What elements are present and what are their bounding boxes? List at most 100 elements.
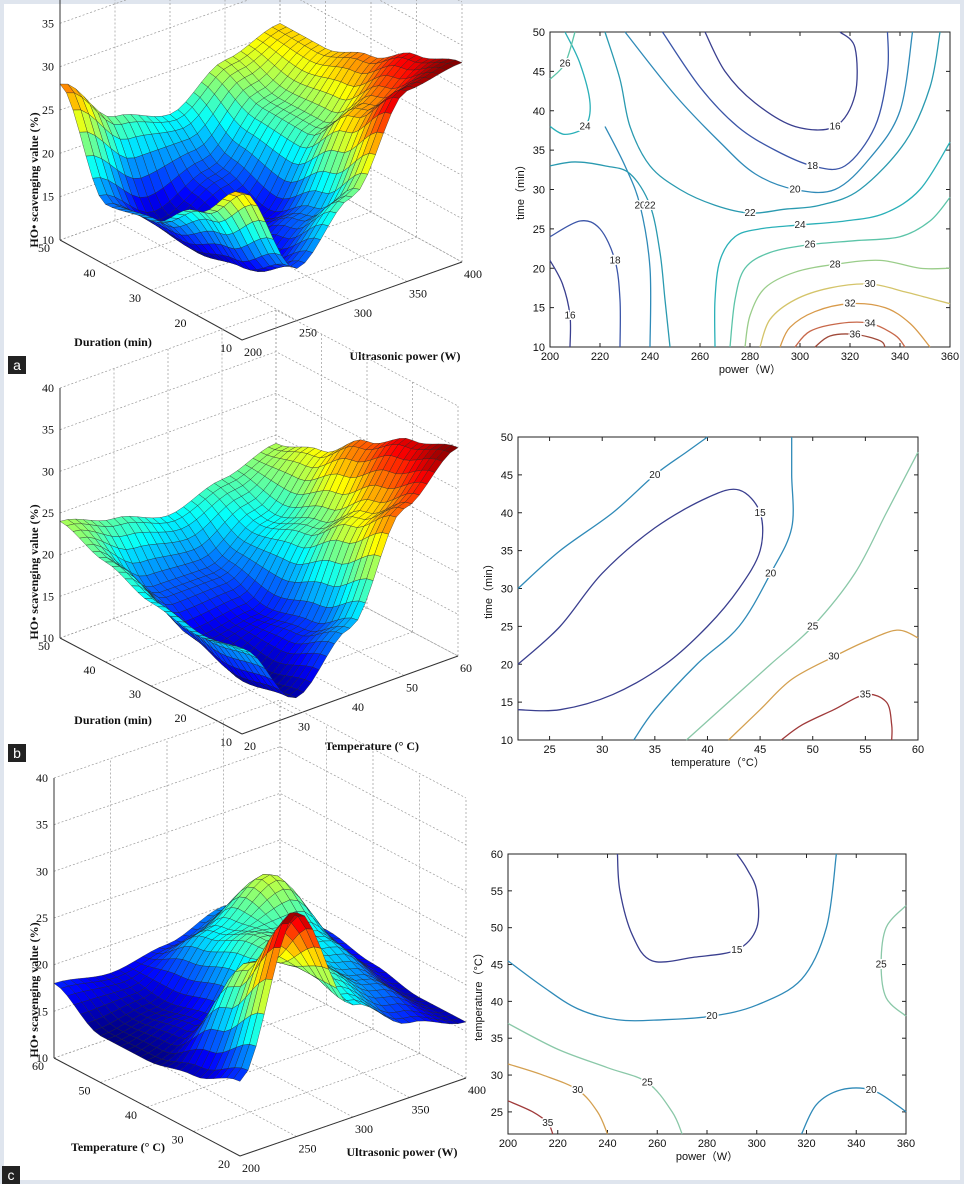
contour-level-label: 16 [829, 122, 841, 133]
contour-line [517, 436, 708, 589]
y-axis-line [53, 1057, 241, 1157]
x-tick-label: 200 [499, 1138, 517, 1150]
y-tick-label: 20 [175, 711, 187, 725]
x-tick-label: 400 [468, 1083, 486, 1097]
x-tick-label: 320 [841, 351, 859, 363]
panel-letter-c: c [2, 1166, 20, 1184]
contour-line [704, 31, 858, 131]
surface-c-mesh [53, 874, 467, 1082]
y-axis-line [59, 239, 243, 341]
y-axis-title: time（min） [482, 558, 495, 619]
y-tick-label: 20 [175, 316, 187, 330]
x-tick-label: 260 [691, 351, 709, 363]
y-tick-label: 45 [491, 960, 503, 972]
x-tick-label: 60 [912, 744, 924, 756]
y-tick-label: 55 [491, 886, 503, 898]
contour-line [814, 333, 886, 348]
contour-line [507, 853, 837, 1022]
contour-level-label: 32 [844, 299, 856, 310]
contour-level-label: 16 [564, 311, 576, 322]
contour-line [549, 31, 591, 136]
contour-line [549, 161, 671, 348]
x-tick-label: 35 [649, 744, 661, 756]
surface-b-ylabel: Duration (min) [74, 713, 152, 727]
contour-plot-a: 200 220 240 260 280 300 320 340 360 10 15 20 25 30 35 4… [514, 27, 959, 376]
contour-level-label: 35 [542, 1118, 554, 1129]
z-tick-label: 15 [36, 1004, 48, 1018]
contour-level-label: 18 [807, 161, 819, 172]
gridline [223, 999, 410, 1098]
surface-plot-c: HO• scavenging value (%) Ultrasonic powe… [27, 699, 486, 1175]
contour-level-label: 20 [706, 1011, 718, 1022]
z-tick-label: 15 [42, 589, 54, 603]
contour-line [517, 488, 764, 712]
y-tick-label: 30 [501, 584, 513, 596]
gridline [114, 220, 298, 321]
surface-c-grid [53, 699, 467, 1157]
z-tick-label: 20 [36, 958, 48, 972]
x-tick-label: 30 [298, 720, 310, 734]
x-tick-label: 260 [648, 1138, 666, 1150]
z-tick-label: 25 [42, 103, 54, 117]
contour-level-label: 34 [864, 318, 876, 329]
x-tick-label: 350 [412, 1103, 430, 1117]
surface-cell [235, 191, 250, 196]
contour-line [549, 260, 572, 348]
x-tick-label: 300 [355, 1122, 373, 1136]
x-tick-label: 50 [406, 681, 418, 695]
y-tick-label: 50 [38, 241, 50, 255]
contour-c-plot: 200 220 240 260 280 300 320 340 360 25 30 35 40 45 50 5… [472, 849, 915, 1163]
y-tick-label: 25 [501, 621, 513, 633]
y-axis-title: temperature（°C） [472, 947, 485, 1041]
x-axis-title: power（W） [719, 363, 781, 376]
x-tick-label: 340 [847, 1138, 865, 1150]
contour-level-label: 30 [864, 279, 876, 290]
y-tick-label: 45 [501, 470, 513, 482]
contour-level-label: 20 [649, 470, 661, 481]
contour-line [549, 31, 576, 80]
z-tick-label: 20 [42, 548, 54, 562]
z-tick-label: 35 [42, 423, 54, 437]
z-tick-label: 40 [42, 381, 54, 395]
contour-line [713, 141, 951, 348]
contour-level-label: 25 [642, 1077, 654, 1088]
contour-level-label: 20 [789, 185, 801, 196]
y-tick-label: 50 [491, 923, 503, 935]
plot-area [507, 853, 907, 1135]
contour-line [633, 437, 794, 741]
contour-plot-b: 25 30 35 40 45 50 55 60 10 15 20 25 30 35 40 45 50 temper… [482, 432, 924, 769]
y-tick-label: 35 [501, 546, 513, 558]
contour-line [759, 283, 951, 348]
x-tick-label: 280 [698, 1138, 716, 1150]
y-tick-label: 25 [533, 224, 545, 236]
surface-b-xlabel: Temperature (° C) [325, 739, 419, 753]
surface-b-mesh [59, 438, 459, 699]
z-tick-label: 25 [36, 911, 48, 925]
gridline [279, 979, 467, 1079]
y-tick-label: 50 [533, 27, 545, 39]
contour-level-label: 15 [731, 945, 743, 956]
y-tick-label: 10 [220, 735, 232, 749]
contour-b-plot: 25 30 35 40 45 50 55 60 10 15 20 25 30 35 40 45 50 temper… [482, 432, 924, 769]
y-tick-label: 20 [218, 1157, 230, 1171]
x-tick-label: 360 [941, 351, 959, 363]
contour-line [661, 31, 890, 171]
contour-line [604, 31, 941, 214]
y-tick-label: 10 [501, 735, 513, 747]
surface-a-ylabel: Duration (min) [74, 335, 152, 349]
z-tick-label: 40 [36, 771, 48, 785]
surface-c-ticks: 40 35 30 25 20 15 10 200 250 300 350 400 60 50 40 30 20 [32, 771, 486, 1175]
x-tick-label: 340 [891, 351, 909, 363]
contour-level-label: 24 [579, 122, 591, 133]
x-tick-label: 45 [754, 744, 766, 756]
z-tick-label: 35 [42, 16, 54, 30]
y-tick-label: 60 [491, 849, 503, 861]
panel-letter-a: a [8, 356, 26, 374]
y-tick-label: 15 [501, 697, 513, 709]
x-axis-line [239, 1077, 467, 1157]
z-tick-label: 10 [36, 1051, 48, 1065]
contour-line [780, 693, 893, 741]
surface-plot-b: HO• scavenging value (%) Temperature (° … [27, 309, 472, 753]
contour-level-label: 28 [829, 259, 841, 270]
contour-line [744, 259, 951, 348]
